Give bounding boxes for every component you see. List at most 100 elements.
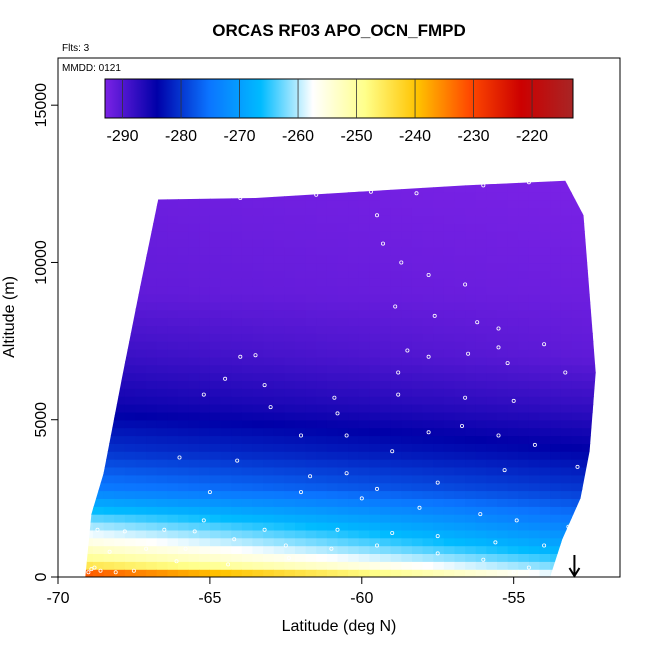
curtain-cell xyxy=(497,482,509,492)
curtain-cell xyxy=(454,514,466,523)
curtain-cell xyxy=(528,474,541,484)
curtain-cell xyxy=(295,443,307,452)
curtain-cell xyxy=(369,561,381,570)
curtain-cell xyxy=(92,199,105,208)
curtain-cell xyxy=(390,396,402,405)
curtain-cell xyxy=(156,238,168,248)
curtain-cell xyxy=(443,309,455,319)
curtain-cell xyxy=(369,168,380,177)
curtain-cell xyxy=(209,215,222,224)
curtain-cell xyxy=(135,522,147,531)
curtain-cell xyxy=(475,278,487,287)
curtain-cell xyxy=(475,180,487,185)
curtain-cell xyxy=(209,466,222,476)
x-axis-label: Latitude (deg N) xyxy=(282,618,397,635)
curtain-cell xyxy=(390,293,402,303)
curtain-cell xyxy=(401,498,413,507)
curtain-cell xyxy=(358,293,370,303)
curtain-cell xyxy=(528,180,541,185)
curtain-cell xyxy=(486,490,498,499)
curtain-cell xyxy=(539,215,551,224)
curtain-cell xyxy=(369,553,381,562)
curtain-cell xyxy=(305,238,317,248)
curtain-cell xyxy=(188,553,200,562)
curtain-cell xyxy=(454,246,466,256)
curtain-cell xyxy=(92,490,105,499)
curtain-cell xyxy=(454,537,466,547)
curtain-cell xyxy=(539,246,551,256)
curtain-cell xyxy=(284,545,296,554)
curtain-cell xyxy=(220,482,232,492)
curtain-cell xyxy=(209,309,222,319)
curtain-cell xyxy=(326,411,338,421)
curtain-cell xyxy=(295,529,307,539)
curtain-cell xyxy=(497,522,509,531)
curtain-cell xyxy=(571,522,583,531)
curtain-cell xyxy=(252,522,264,531)
curtain-cell xyxy=(263,537,275,547)
curtain-cell xyxy=(539,411,551,421)
curtain-cell xyxy=(497,278,509,287)
curtain-cell xyxy=(241,301,253,311)
curtain-cell xyxy=(188,522,200,531)
curtain-cell xyxy=(550,341,562,350)
curtain-cell xyxy=(316,309,328,319)
curtain-cell xyxy=(326,482,338,492)
curtain-cell xyxy=(146,262,158,271)
curtain-cell xyxy=(528,529,541,539)
curtain-cell xyxy=(358,545,370,554)
curtain-cell xyxy=(497,238,509,248)
curtain-cell xyxy=(369,215,381,224)
curtain-cell xyxy=(252,191,264,201)
curtain-cell xyxy=(380,529,392,539)
curtain-cell xyxy=(518,474,530,484)
curtain-cell xyxy=(592,183,596,193)
curtain-cell xyxy=(592,270,596,279)
curtain-cell xyxy=(220,506,232,515)
curtain-cell xyxy=(167,569,179,577)
curtain-cell xyxy=(114,490,126,499)
curtain-cell xyxy=(560,482,572,492)
curtain-cell xyxy=(528,231,541,240)
curtain-cell xyxy=(92,317,105,326)
curtain-cell xyxy=(284,238,296,248)
curtain-cell xyxy=(252,490,264,499)
curtain-cell xyxy=(305,333,317,342)
curtain-cell xyxy=(220,215,232,224)
curtain-cell xyxy=(316,459,328,468)
curtain-cell xyxy=(433,207,445,216)
curtain-cell xyxy=(518,522,530,531)
curtain-cell xyxy=(358,191,370,201)
flight-track-point xyxy=(235,458,240,463)
curtain-cell xyxy=(475,317,487,326)
curtain-cell xyxy=(560,553,572,562)
curtain-cell xyxy=(85,372,94,381)
curtain-cell xyxy=(327,168,338,177)
curtain-cell xyxy=(592,215,596,224)
curtain-cell xyxy=(284,317,296,326)
curtain-cell xyxy=(518,466,530,476)
curtain-cell xyxy=(146,349,158,358)
curtain-cell xyxy=(486,388,498,397)
curtain-cell xyxy=(188,388,200,397)
curtain-cell xyxy=(571,451,583,460)
curtain-cell xyxy=(114,443,126,452)
flight-track-point xyxy=(232,537,237,542)
curtain-cell xyxy=(220,356,232,366)
curtain-cell xyxy=(443,349,455,358)
curtain-cell xyxy=(433,498,445,507)
curtain-cell xyxy=(507,388,519,397)
curtain-cell xyxy=(411,325,424,334)
curtain-cell xyxy=(124,372,136,381)
curtain-cell xyxy=(337,333,349,342)
curtain-cell xyxy=(241,333,253,342)
curtain-cell xyxy=(241,199,253,208)
curtain-cell xyxy=(220,553,232,562)
curtain-cell xyxy=(454,561,466,570)
curtain-cell xyxy=(411,309,424,319)
curtain-cell xyxy=(178,325,190,334)
curtain-cell xyxy=(92,545,105,554)
curtain-cell xyxy=(167,168,178,177)
curtain-cell xyxy=(326,180,338,185)
curtain-cell xyxy=(507,537,519,547)
